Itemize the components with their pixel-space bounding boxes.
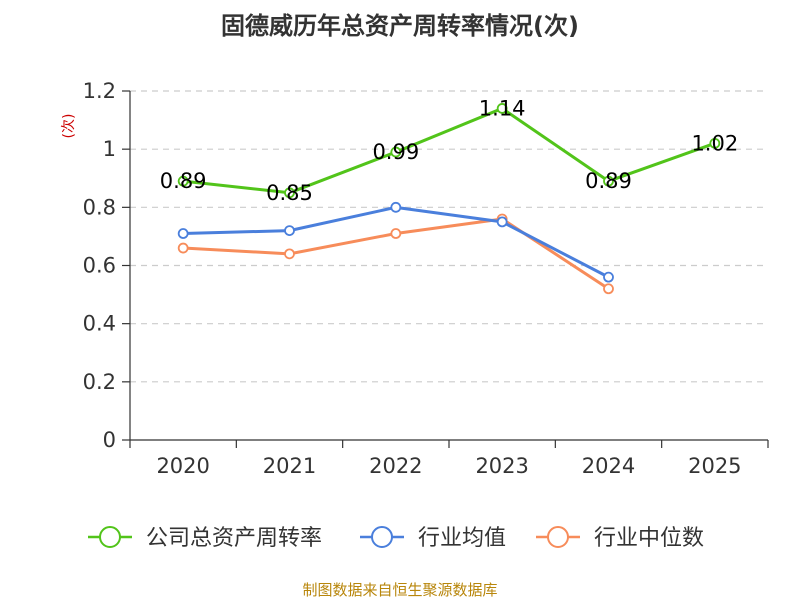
- data-label: 0.89: [585, 169, 632, 193]
- y-tick-label: 0.6: [83, 254, 116, 278]
- series-point: [390, 201, 402, 213]
- x-tick-label: 2020: [156, 454, 209, 478]
- legend: 公司总资产周转率 行业均值 行业中位数: [88, 526, 704, 551]
- series-point: [709, 137, 721, 149]
- series-point: [390, 146, 402, 158]
- series-point: [284, 187, 295, 199]
- series-line: [183, 106, 716, 195]
- x-ticks: 2020 2021 2022 2023 2024 2025: [156, 454, 741, 478]
- y-axis-label: (次): [61, 114, 77, 139]
- chart-title: 固德威历年总资产周转率情况(次): [221, 12, 579, 40]
- legend-marker: [371, 526, 393, 548]
- legend-item-2: 行业中位数: [536, 526, 704, 551]
- y-tick-label: 0.8: [83, 195, 116, 219]
- legend-marker: [99, 526, 121, 548]
- series-point: [390, 228, 402, 239]
- legend-item-0: 公司总资产周转率: [88, 526, 322, 551]
- series-1: [177, 201, 614, 283]
- series-point: [603, 175, 614, 187]
- axes: [122, 90, 769, 448]
- x-tick-label: 2023: [475, 454, 528, 478]
- data-label: 1.02: [691, 131, 738, 155]
- series-point: [496, 216, 508, 228]
- legend-label: 行业中位数: [594, 526, 704, 551]
- legend-marker: [547, 526, 569, 548]
- series-point: [177, 242, 189, 254]
- data-label: 0.85: [266, 181, 313, 205]
- y-tick-label: 1.2: [83, 79, 116, 103]
- legend-item-1: 行业均值: [360, 526, 506, 551]
- series-line: [183, 205, 610, 279]
- series-point: [177, 228, 189, 239]
- x-tick-label: 2022: [369, 454, 422, 478]
- legend-label: 行业均值: [418, 526, 506, 551]
- source-note: 制图数据来自恒生聚源数据库: [302, 581, 497, 599]
- data-labels: 0.89 0.85 0.99 1.14 0.89 1.02: [160, 96, 738, 204]
- grid: [130, 90, 768, 383]
- series-point: [496, 103, 508, 114]
- x-tick-label: 2024: [582, 454, 635, 478]
- series-point: [284, 248, 295, 260]
- y-tick-label: 0: [103, 428, 116, 452]
- y-ticks: 0 0.2 0.4 0.6 0.8 1 1.2: [83, 79, 116, 452]
- data-label: 0.89: [160, 169, 207, 193]
- x-tick-label: 2025: [688, 454, 741, 478]
- data-label: 0.99: [372, 140, 419, 164]
- data-label: 1.14: [479, 96, 526, 120]
- y-tick-label: 1: [103, 137, 116, 161]
- y-tick-label: 0.4: [83, 312, 116, 336]
- legend-label: 公司总资产周转率: [146, 526, 322, 551]
- series-group: [177, 103, 721, 295]
- series-point: [603, 283, 614, 295]
- series-point: [603, 271, 614, 283]
- series-2: [177, 213, 614, 295]
- x-tick-label: 2021: [263, 454, 316, 478]
- series-0: [177, 103, 721, 199]
- y-tick-label: 0.2: [83, 370, 116, 394]
- series-point: [177, 175, 189, 187]
- series-point: [284, 225, 295, 237]
